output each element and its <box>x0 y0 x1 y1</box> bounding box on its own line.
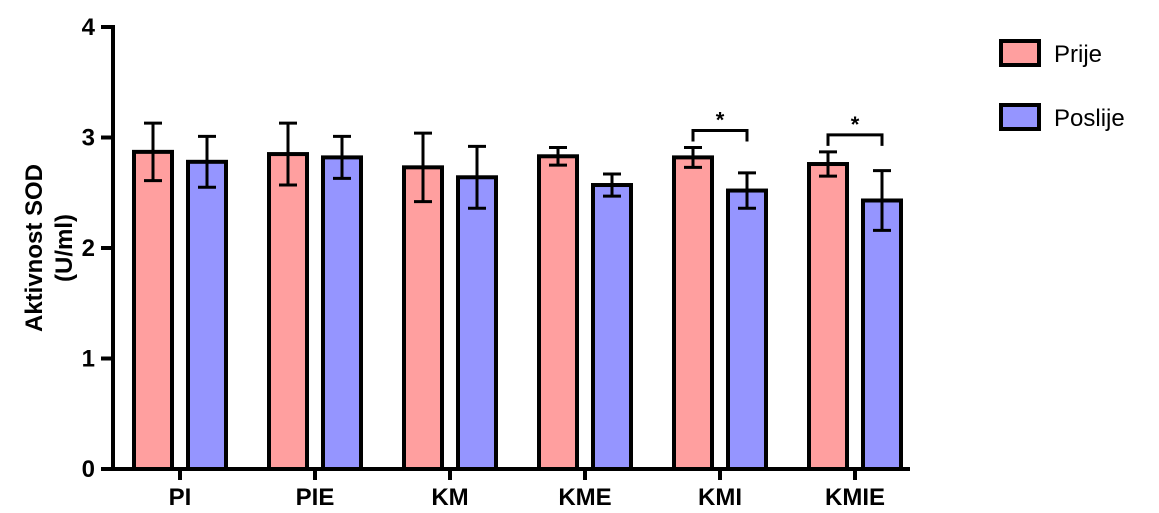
bar-poslije-pie <box>321 155 363 471</box>
legend-swatch-prije <box>999 39 1041 67</box>
y-tick-label-0: 0 <box>82 456 95 483</box>
y-axis-title-line2: (U/ml) <box>51 214 78 282</box>
x-tick-label-kme: KME <box>558 484 611 511</box>
legend-label-poslije: Poslije <box>1054 105 1125 132</box>
bar-poslije-km <box>456 175 498 471</box>
x-tick-label-km: KM <box>431 484 468 511</box>
x-tick-label-pie: PIE <box>296 484 335 511</box>
y-tick-label-1: 1 <box>82 346 95 373</box>
y-tick-label-4: 4 <box>82 14 96 41</box>
error-bars-layer <box>144 121 891 232</box>
significance-layer: * * <box>691 107 884 146</box>
axes-layer: 0 1 2 3 4 PI PIE KM KME KMI KMIE <box>82 14 910 511</box>
bar-prije-pie <box>267 152 309 471</box>
x-tick-label-kmie: KMIE <box>825 484 885 511</box>
x-tick-label-pi: PI <box>169 484 192 511</box>
y-tick-label-3: 3 <box>82 125 95 152</box>
bar-poslije-pi <box>186 159 228 471</box>
significance-marker-kmie: * <box>851 112 860 137</box>
bar-poslije-kme <box>591 183 633 471</box>
bar-prije-kmie <box>807 162 849 472</box>
bar-poslije-kmie <box>861 198 903 472</box>
bar-prije-kmi <box>672 155 714 471</box>
legend-swatch-poslije <box>999 103 1041 131</box>
significance-bracket-kmie <box>826 133 884 146</box>
bar-prije-km <box>402 165 444 472</box>
x-tick-label-kmi: KMI <box>698 484 742 511</box>
bar-prije-pi <box>132 149 174 472</box>
y-axis-title-line1: Aktivnost SOD <box>21 164 48 332</box>
legend-label-prije: Prije <box>1054 41 1102 68</box>
bar-prije-kme <box>537 154 579 471</box>
bars-layer <box>132 149 903 472</box>
significance-marker-kmi: * <box>716 107 725 132</box>
bar-poslije-kmi <box>726 188 768 471</box>
legend: Prije Poslije <box>999 39 1125 132</box>
y-tick-label-2: 2 <box>82 235 95 262</box>
significance-bracket-kmi <box>691 128 749 142</box>
